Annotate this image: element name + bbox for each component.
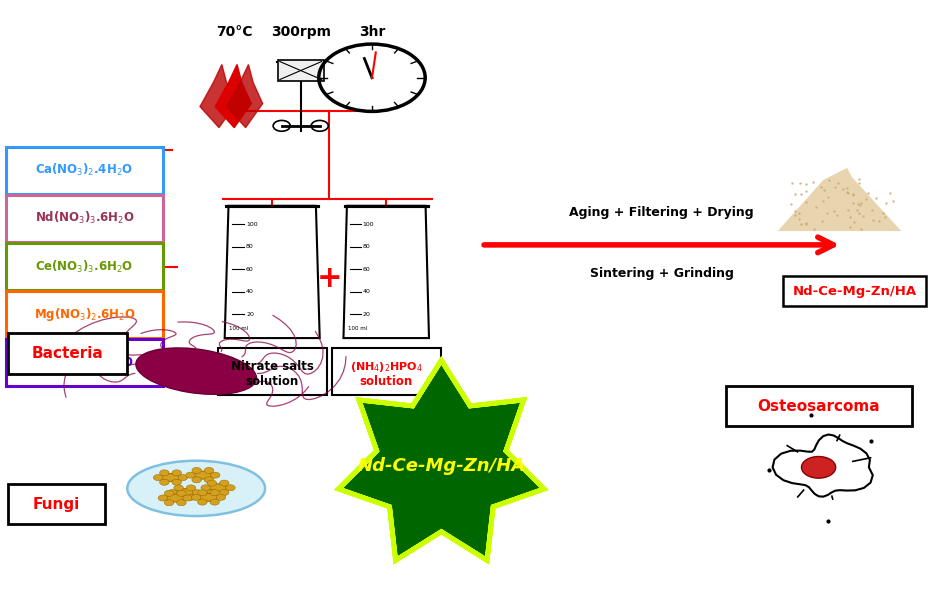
Text: Aging + Filtering + Drying: Aging + Filtering + Drying — [569, 206, 753, 219]
Circle shape — [171, 479, 181, 485]
Circle shape — [801, 457, 835, 478]
Circle shape — [173, 494, 183, 500]
Circle shape — [192, 490, 202, 496]
Circle shape — [219, 489, 228, 495]
Circle shape — [197, 499, 207, 505]
Text: 100 ml: 100 ml — [347, 326, 367, 332]
FancyBboxPatch shape — [6, 147, 163, 194]
FancyBboxPatch shape — [6, 291, 163, 338]
Text: (NH$_4$)$_2$HPO$_4$: (NH$_4$)$_2$HPO$_4$ — [349, 361, 422, 374]
Circle shape — [158, 495, 168, 501]
Ellipse shape — [199, 493, 217, 501]
Ellipse shape — [193, 471, 211, 479]
Ellipse shape — [166, 494, 184, 502]
Text: +: + — [316, 264, 342, 293]
Text: solution: solution — [359, 375, 412, 388]
Circle shape — [171, 470, 181, 476]
Ellipse shape — [128, 461, 265, 516]
FancyBboxPatch shape — [217, 349, 327, 395]
Text: 60: 60 — [363, 267, 370, 272]
Text: 100 ml: 100 ml — [229, 326, 248, 332]
Circle shape — [207, 489, 216, 495]
Circle shape — [186, 472, 195, 478]
Text: 20: 20 — [246, 312, 253, 316]
Text: 40: 40 — [246, 289, 253, 294]
Circle shape — [159, 479, 169, 485]
Circle shape — [209, 499, 219, 505]
Ellipse shape — [208, 484, 227, 492]
Ellipse shape — [161, 474, 179, 481]
Polygon shape — [227, 65, 263, 127]
Text: Mg(NO$_3$)$_2$.6H$_2$O: Mg(NO$_3$)$_2$.6H$_2$O — [33, 306, 135, 323]
Ellipse shape — [175, 489, 193, 496]
Circle shape — [183, 495, 192, 501]
Text: Ca(NO$_3$)$_2$.4H$_2$O: Ca(NO$_3$)$_2$.4H$_2$O — [35, 162, 133, 178]
FancyBboxPatch shape — [331, 349, 441, 395]
FancyBboxPatch shape — [6, 195, 163, 242]
FancyBboxPatch shape — [8, 484, 105, 524]
Text: 100: 100 — [246, 222, 257, 227]
Circle shape — [186, 494, 195, 500]
Polygon shape — [338, 361, 544, 561]
Polygon shape — [777, 168, 901, 231]
Text: Zn(NO$_3$)$_2$.6H$_2$O: Zn(NO$_3$)$_2$.6H$_2$O — [35, 355, 133, 371]
Circle shape — [191, 467, 201, 474]
Text: 300rpm: 300rpm — [270, 25, 330, 39]
FancyBboxPatch shape — [6, 339, 163, 386]
Text: solution: solution — [246, 375, 299, 388]
Text: Nd(NO$_3$)$_3$.6H$_2$O: Nd(NO$_3$)$_3$.6H$_2$O — [34, 210, 134, 226]
Circle shape — [176, 490, 186, 496]
Circle shape — [164, 500, 173, 506]
Circle shape — [168, 490, 177, 496]
Circle shape — [216, 495, 226, 500]
Circle shape — [204, 477, 213, 483]
Circle shape — [173, 485, 183, 491]
Text: Nd-Ce-Mg-Zn/HA: Nd-Ce-Mg-Zn/HA — [357, 457, 525, 475]
Ellipse shape — [136, 348, 256, 394]
Circle shape — [191, 477, 201, 483]
Text: Nitrate salts: Nitrate salts — [230, 361, 313, 373]
Circle shape — [186, 485, 195, 491]
Text: 70°C: 70°C — [216, 25, 252, 39]
Text: 80: 80 — [246, 244, 253, 249]
Circle shape — [201, 485, 210, 491]
Circle shape — [210, 472, 220, 478]
Circle shape — [159, 470, 169, 476]
Text: Ce(NO$_3$)$_3$.6H$_2$O: Ce(NO$_3$)$_3$.6H$_2$O — [35, 259, 133, 275]
Polygon shape — [772, 434, 872, 496]
Circle shape — [191, 495, 201, 500]
Text: 40: 40 — [363, 289, 370, 294]
FancyBboxPatch shape — [783, 276, 925, 306]
Circle shape — [226, 485, 235, 491]
Circle shape — [219, 480, 228, 486]
Text: 20: 20 — [363, 312, 370, 316]
Text: 60: 60 — [246, 267, 253, 272]
Text: Bacteria: Bacteria — [31, 346, 103, 361]
Text: 80: 80 — [363, 244, 370, 249]
Circle shape — [197, 490, 207, 496]
Text: Fungi: Fungi — [32, 496, 80, 512]
Circle shape — [164, 490, 173, 496]
Circle shape — [153, 475, 163, 481]
Polygon shape — [215, 65, 251, 127]
Circle shape — [209, 490, 219, 496]
Circle shape — [204, 467, 213, 474]
FancyBboxPatch shape — [278, 60, 323, 81]
Circle shape — [176, 500, 186, 506]
Text: Osteosarcoma: Osteosarcoma — [757, 399, 880, 414]
Circle shape — [178, 475, 188, 481]
FancyBboxPatch shape — [6, 243, 163, 290]
FancyBboxPatch shape — [725, 385, 911, 426]
Circle shape — [207, 480, 216, 486]
Text: 3hr: 3hr — [358, 25, 385, 39]
Text: Sintering + Grinding: Sintering + Grinding — [589, 267, 733, 280]
Text: Nd-Ce-Mg-Zn/HA: Nd-Ce-Mg-Zn/HA — [792, 284, 916, 298]
FancyBboxPatch shape — [8, 333, 127, 374]
Text: 100: 100 — [363, 222, 374, 227]
Polygon shape — [200, 65, 236, 127]
